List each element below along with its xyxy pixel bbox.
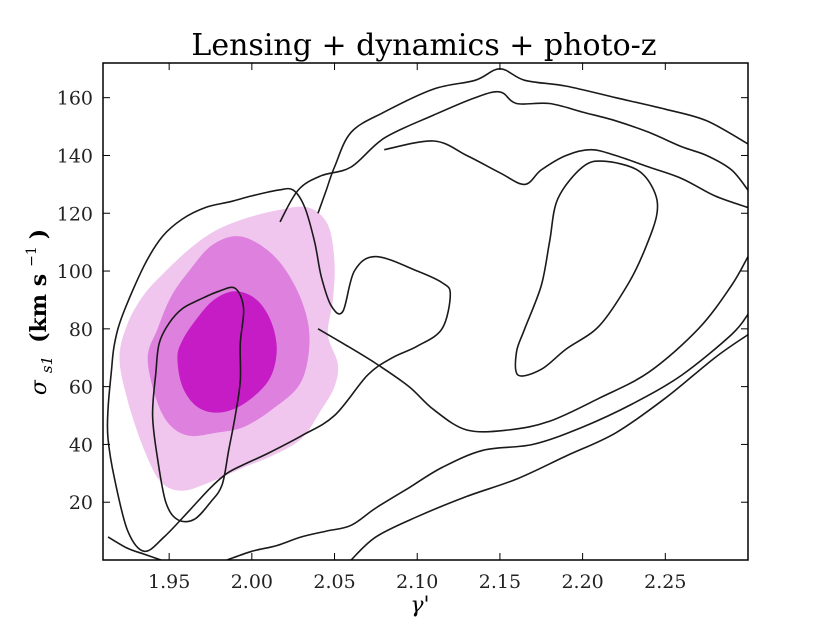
- y-axis-label: σ s1 (km s −1 ): [17, 229, 58, 395]
- x-tick-label: 2.15: [479, 571, 521, 593]
- x-axis-label: γ': [410, 593, 429, 618]
- y-label-units: (km s: [26, 274, 52, 343]
- chart-title: Lensing + dynamics + photo-z: [191, 28, 656, 63]
- y-tick-label: 80: [69, 319, 93, 341]
- y-tick-label: 60: [69, 377, 93, 399]
- contour-inner-left: [151, 286, 245, 523]
- contour-bottom-left-tail: [107, 536, 162, 560]
- contour-inner-right: [514, 160, 659, 377]
- contour-bottom-right-tail: [350, 333, 748, 560]
- y-tick-label: 20: [69, 492, 93, 514]
- x-tick-label: 2.00: [231, 571, 273, 593]
- plot-area: [106, 68, 748, 560]
- contour-outer-right-bottom: [317, 256, 748, 433]
- y-label-close: ): [26, 229, 52, 239]
- y-tick-label: 100: [57, 261, 93, 283]
- y-label-symbol: σ: [27, 379, 52, 395]
- contour-bottom-center-tail: [226, 313, 748, 560]
- contour-top-center-lower: [384, 140, 748, 209]
- contour-outer-left: [106, 187, 452, 553]
- y-label-exponent: −1: [24, 246, 40, 267]
- x-tick-label: 2.05: [313, 571, 355, 593]
- y-axis: 20 40 60 80 100 120 140 160: [57, 88, 748, 514]
- contour-top-center-upper: [317, 68, 748, 214]
- x-tick-label: 2.20: [561, 571, 603, 593]
- x-tick-label: 2.10: [396, 571, 438, 593]
- contour-outer-right-top: [279, 90, 748, 223]
- x-tick-label: 1.95: [148, 571, 190, 593]
- y-label-subscript: s1: [38, 356, 56, 373]
- x-tick-label: 2.25: [644, 571, 686, 593]
- y-tick-label: 160: [57, 88, 93, 110]
- y-tick-label: 40: [69, 434, 93, 456]
- x-axis: 1.95 2.00 2.05 2.10 2.15 2.20 2.25: [148, 63, 686, 593]
- y-tick-label: 120: [57, 203, 93, 225]
- y-tick-label: 140: [57, 145, 93, 167]
- lensing-dynamics-inner: [177, 291, 277, 413]
- plot-frame: [102, 62, 749, 561]
